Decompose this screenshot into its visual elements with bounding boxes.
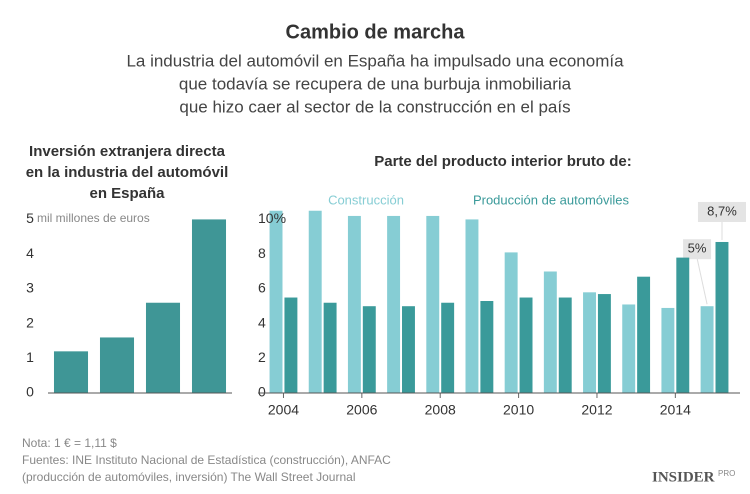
title: Cambio de marcha (286, 21, 466, 43)
subtitle: que todavía se recupera de una burbuja i… (179, 74, 572, 93)
chart-title: Inversión extranjera directa (29, 143, 226, 160)
subtitle: La industria del automóvil en España ha … (126, 51, 624, 70)
bar (269, 210, 283, 393)
x-tick-label: 2004 (268, 402, 299, 418)
y-tick-label: 5 (26, 210, 34, 226)
label-box (683, 239, 712, 260)
y-tick-label: 8 (258, 245, 266, 261)
bar (145, 302, 181, 393)
bar (597, 294, 611, 393)
legend-entry: Producción de automóviles (473, 192, 630, 207)
x-tick-label: 2012 (581, 402, 612, 418)
bar (362, 306, 376, 393)
y-tick-label: 4 (26, 245, 34, 261)
bar (543, 271, 557, 393)
bar (637, 276, 651, 393)
y-tick-label: 6 (258, 280, 266, 296)
y-tick-label: 1 (26, 349, 34, 365)
bar (700, 306, 714, 393)
chart-title: en la industria del automóvil (26, 164, 229, 181)
bar (323, 302, 337, 393)
legend-entry: Construcción (328, 192, 404, 207)
bar (504, 252, 518, 393)
x-tick-label: 2006 (346, 402, 377, 418)
bar (676, 257, 690, 393)
y-tick-label: 2 (258, 349, 266, 365)
bar (99, 337, 135, 393)
bar (558, 297, 572, 393)
bar (347, 215, 361, 393)
value-label: 8,7% (707, 203, 737, 218)
bar (284, 297, 298, 393)
y-tick-label: 0 (26, 384, 34, 400)
bar (191, 219, 227, 393)
chart-title: en España (89, 185, 165, 202)
bar (387, 215, 401, 393)
bar (402, 306, 415, 393)
subtitle: que hizo caer al sector de la construcci… (179, 97, 570, 116)
y-tick-label: 4 (258, 314, 266, 330)
bar (53, 351, 89, 393)
bar (715, 241, 729, 393)
x-tick-label: 2008 (425, 402, 456, 418)
logo: INSIDER (652, 469, 715, 485)
logo-sup: PRO (718, 469, 735, 478)
bar (441, 302, 455, 393)
bar (661, 307, 675, 393)
label-leader (696, 258, 708, 305)
y-tick-label: 10% (258, 210, 286, 226)
bar (622, 304, 636, 393)
bar (583, 292, 596, 393)
note: (producción de automóviles, inversión) T… (22, 470, 356, 484)
value-label: 5% (688, 241, 707, 256)
chart-title: Parte del producto interior bruto de: (374, 153, 632, 170)
unit-label: mil millones de euros (37, 211, 150, 225)
bar (465, 219, 479, 393)
y-tick-label: 2 (26, 314, 34, 330)
x-tick-label: 2014 (660, 402, 691, 418)
bar (480, 301, 494, 393)
note: Fuentes: INE Instituto Nacional de Estad… (22, 453, 391, 467)
y-tick-label: 0 (258, 384, 266, 400)
bar (519, 297, 533, 393)
x-tick-label: 2010 (503, 402, 534, 418)
bar (426, 215, 440, 393)
label-box (697, 201, 746, 222)
bar (308, 210, 322, 393)
note: Nota: 1 € = 1,11 $ (22, 436, 117, 450)
y-tick-label: 3 (26, 280, 34, 296)
